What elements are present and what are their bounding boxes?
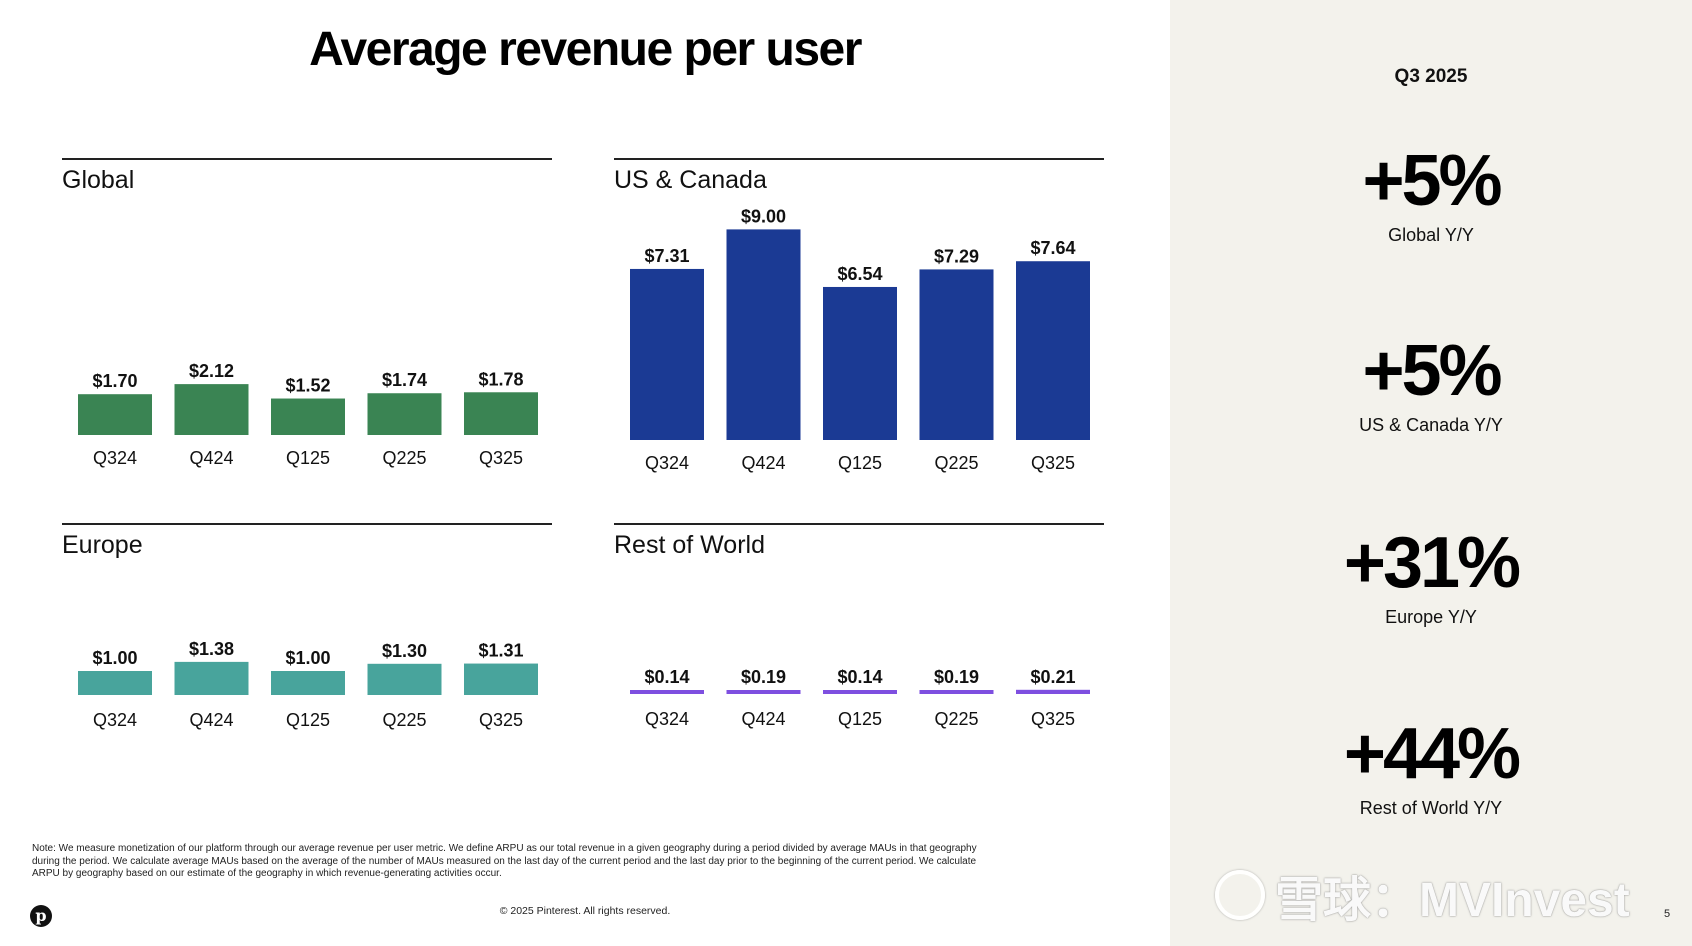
logo-letter: p: [35, 906, 47, 925]
category-label: Q225: [934, 709, 978, 729]
category-label: Q424: [189, 448, 233, 468]
bar-chart-us-canada: $7.31 Q324 $9.00 Q424 $6.54 Q125 $7.29 Q225 $7.6…: [630, 206, 1090, 473]
data-label: $6.54: [837, 264, 882, 284]
metric-value: +44%: [1343, 714, 1521, 794]
metric-caption: Rest of World Y/Y: [1359, 798, 1503, 818]
bar-q324: [78, 671, 152, 695]
period-label: Q3 2025: [1394, 66, 1468, 87]
category-label: Q125: [286, 448, 330, 468]
bar-q125: [823, 690, 897, 694]
metric-global: +5% Global Y/Y: [1170, 145, 1692, 246]
data-label: $7.29: [934, 246, 979, 266]
category-label: Q325: [1031, 709, 1075, 729]
bar-q225: [919, 269, 994, 440]
data-label: $1.74: [382, 370, 427, 390]
bar-chart-global: $1.70 Q324 $2.12 Q424 $1.52 Q125 $1.74 Q225 $1.7…: [78, 361, 538, 468]
data-label: $0.14: [644, 667, 689, 687]
chart-panel-global: Global $1.70 Q324 $2.12 Q424 $1.52 Q125 $1.74 Q…: [62, 158, 552, 488]
bar-chart-rest-of-world: $0.14 Q324 $0.19 Q424 $0.14 Q125 $0.19 Q225 $0.2…: [630, 667, 1090, 729]
bar-q225: [919, 690, 994, 694]
category-label: Q325: [479, 448, 523, 468]
snowball-icon: [1215, 870, 1265, 920]
panel-rule: [62, 158, 552, 160]
data-label: $1.00: [285, 648, 330, 668]
bar-q424: [174, 384, 249, 435]
bar-q424: [726, 229, 801, 440]
category-label: Q424: [741, 453, 785, 473]
category-label: Q225: [382, 448, 426, 468]
metric-rest-of-world: +44% Rest of World Y/Y: [1170, 718, 1692, 819]
data-label: $1.78: [478, 369, 523, 389]
category-label: Q225: [934, 453, 978, 473]
chart-panel-rest-of-world: Rest of World $0.14 Q324 $0.19 Q424 $0.14 Q12…: [614, 523, 1104, 743]
data-label: $1.31: [478, 641, 523, 661]
panel-title: Global: [62, 166, 135, 194]
bar-q225: [367, 663, 442, 695]
watermark: 雪球：MVInvest: [1215, 860, 1630, 930]
bar-q324: [630, 690, 704, 694]
category-label: Q325: [479, 710, 523, 730]
category-label: Q225: [382, 710, 426, 730]
data-label: $7.31: [644, 246, 689, 266]
data-label: $0.19: [741, 667, 786, 687]
bar-q424: [726, 690, 801, 694]
data-label: $0.21: [1030, 667, 1075, 687]
data-label: $0.14: [837, 667, 882, 687]
category-label: Q125: [838, 709, 882, 729]
category-label: Q324: [93, 710, 137, 730]
bar-q324: [630, 268, 704, 440]
data-label: $1.38: [189, 639, 234, 659]
panel-rule: [62, 523, 552, 525]
metric-caption: Europe Y/Y: [1385, 607, 1477, 627]
metric-us-canada: +5% US & Canada Y/Y: [1170, 335, 1692, 436]
data-label: $1.30: [382, 641, 427, 661]
panel-title: Europe: [62, 531, 143, 559]
footnote: Note: We measure monetization of our pla…: [32, 843, 977, 879]
bar-q325: [464, 663, 538, 695]
data-label: $1.70: [92, 371, 137, 391]
bar-q324: [78, 394, 152, 435]
bar-q125: [823, 286, 897, 440]
data-label: $1.00: [92, 648, 137, 668]
panel-title: Rest of World: [614, 531, 765, 559]
metric-value: +5%: [1362, 331, 1502, 411]
category-label: Q324: [645, 709, 689, 729]
category-label: Q324: [93, 448, 137, 468]
bar-q225: [367, 393, 442, 435]
bar-q125: [271, 671, 345, 695]
data-label: $1.52: [285, 376, 330, 396]
bar-q325: [464, 392, 538, 435]
bar-q325: [1016, 261, 1090, 440]
data-label: $9.00: [741, 206, 786, 226]
page-title: Average revenue per user: [309, 23, 862, 76]
metric-value: +5%: [1362, 141, 1502, 221]
copyright: © 2025 Pinterest. All rights reserved.: [499, 905, 671, 917]
bar-q125: [271, 398, 345, 435]
panel-title: US & Canada: [614, 166, 767, 194]
bar-chart-europe: $1.00 Q324 $1.38 Q424 $1.00 Q125 $1.30 Q225 $1.3…: [78, 639, 538, 730]
category-label: Q125: [286, 710, 330, 730]
metric-caption: US & Canada Y/Y: [1359, 415, 1503, 435]
bar-q424: [174, 661, 249, 695]
panel-rule: [614, 523, 1104, 525]
bar-q325: [1016, 689, 1090, 694]
panel-rule: [614, 158, 1104, 160]
watermark-text: 雪球：MVInvest: [1275, 874, 1630, 927]
data-label: $2.12: [189, 361, 234, 381]
chart-panel-europe: Europe $1.00 Q324 $1.38 Q424 $1.00 Q125 $1.30 Q…: [62, 523, 552, 743]
category-label: Q325: [1031, 453, 1075, 473]
data-label: $7.64: [1030, 238, 1075, 258]
category-label: Q125: [838, 453, 882, 473]
metric-value: +31%: [1343, 523, 1521, 603]
metric-europe: +31% Europe Y/Y: [1170, 527, 1692, 628]
category-label: Q424: [741, 709, 785, 729]
category-label: Q324: [645, 453, 689, 473]
category-label: Q424: [189, 710, 233, 730]
metric-caption: Global Y/Y: [1388, 225, 1474, 245]
data-label: $0.19: [934, 667, 979, 687]
pinterest-logo-icon: p: [30, 905, 52, 927]
yoy-sidebar: Q3 2025 +5% Global Y/Y +5% US & Canada Y…: [1170, 0, 1692, 946]
chart-panel-us-canada: US & Canada $7.31 Q324 $9.00 Q424 $6.54 Q125 $…: [614, 158, 1104, 488]
page-number: 5: [1664, 908, 1671, 920]
